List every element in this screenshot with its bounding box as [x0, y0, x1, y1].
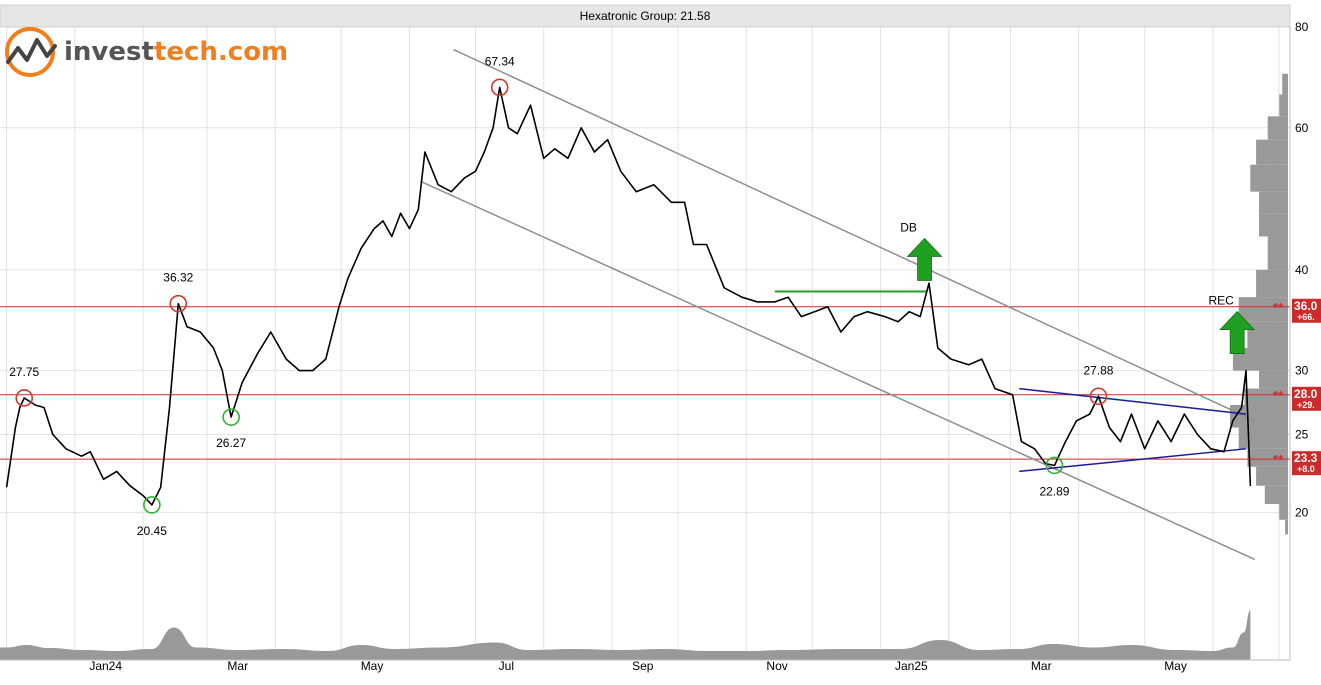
level-tag-value: 28.0: [1294, 387, 1318, 401]
volume-profile-bar: [1282, 73, 1288, 95]
volume-profile-bar: [1259, 213, 1288, 237]
level-marker: **: [1273, 452, 1284, 467]
x-tick-label: Jul: [499, 659, 514, 673]
high-marker: [15, 389, 34, 407]
trend-channel-lower: [420, 180, 1256, 561]
signal-label: REC: [1208, 294, 1234, 308]
volume-profile-bar: [1247, 321, 1288, 349]
volume-series-area: [0, 610, 1251, 660]
logo: investtech.com: [5, 27, 288, 77]
extremum-label: 20.45: [137, 524, 167, 538]
volume-profile-bar: [1232, 348, 1288, 371]
signal-up-arrow-icon: [1219, 310, 1256, 354]
volume-profile-bar: [1247, 448, 1288, 467]
extremum-label: 67.34: [485, 54, 515, 68]
high-marker: [1089, 387, 1108, 406]
volume-profile-bar: [1238, 427, 1288, 449]
volume-profile-bar: [1279, 504, 1288, 520]
level-tag-change: +29.: [1297, 400, 1315, 410]
signal-label: DB: [900, 221, 917, 235]
level-tag-value: 36.0: [1294, 299, 1318, 313]
chart-title: Hexatronic Group: 21.58: [580, 9, 711, 23]
level-tag: [1292, 451, 1321, 476]
low-marker: [1045, 456, 1064, 475]
volume-profile-bar: [1256, 139, 1288, 165]
level-tag-change: +8.0: [1297, 464, 1315, 474]
volume-profile-bar: [1250, 164, 1288, 192]
level-tag-change: +66.: [1297, 312, 1315, 322]
x-tick-label: Jan24: [89, 659, 122, 673]
extremum-label: 27.75: [9, 365, 39, 379]
volume-profile-bar: [1279, 94, 1288, 117]
extremum-label: 26.27: [216, 436, 246, 450]
level-marker: **: [1273, 388, 1284, 403]
volume-profile-bar: [1267, 236, 1288, 270]
level-tag-value: 23.3: [1294, 451, 1318, 465]
level-tag: [1292, 386, 1321, 411]
logo-text-suffix: tech.com: [154, 37, 288, 67]
gridlines: [0, 26, 1290, 660]
logo-mark-icon: [5, 27, 57, 77]
volume-profile-bar: [1285, 519, 1288, 535]
volume-area: [0, 610, 1251, 660]
x-tick-label: Mar: [1031, 659, 1052, 673]
y-tick-label: 40: [1295, 263, 1309, 277]
triangle-lower-line: [1019, 448, 1247, 473]
high-marker: [490, 78, 509, 97]
volume-profile-bar: [1256, 269, 1288, 298]
x-tick-label: Sep: [632, 659, 654, 673]
annotations: ** 36.0+66. ** 28.0+29. ** 23.3+8.0 27.75 20.45…: [9, 54, 1321, 538]
y-tick-label: 20: [1295, 506, 1309, 520]
volume-profile-bar: [1238, 297, 1288, 322]
volume-profile-bar: [1244, 388, 1288, 405]
volume-profile-bar: [1256, 466, 1288, 486]
volume-profile-bar: [1264, 485, 1288, 505]
x-tick-label: Jan25: [895, 659, 928, 673]
y-tick-label: 80: [1295, 20, 1309, 34]
y-tick-label: 25: [1295, 428, 1309, 442]
volume-profile-bar: [1230, 404, 1288, 428]
y-tick-label: 60: [1295, 121, 1309, 135]
extremum-label: 36.32: [163, 271, 193, 285]
volume-profile-bar: [1267, 116, 1288, 140]
x-tick-label: Mar: [227, 659, 248, 673]
title-bar-group: Hexatronic Group: 21.58: [0, 4, 1291, 28]
trend-channel-upper: [453, 48, 1256, 422]
triangle-upper-line: [1019, 387, 1247, 415]
axes: Jan24 Mar May Jul Sep Nov Jan25 Mar May 20 25 30 40 6…: [0, 20, 1309, 673]
y-tick-label: 30: [1295, 364, 1309, 378]
price-series: [5, 86, 1252, 506]
x-tick-label: May: [1164, 659, 1187, 673]
extremum-label: 27.88: [1083, 363, 1113, 377]
extremum-label: 22.89: [1039, 484, 1069, 498]
volume-profile-bar: [1259, 370, 1288, 389]
title-bar: [0, 4, 1291, 28]
volume-profile-bar: [1259, 191, 1288, 214]
logo-text-prefix: invest: [64, 37, 154, 67]
level-tag: [1292, 298, 1321, 323]
x-tick-label: Nov: [766, 659, 787, 673]
low-marker: [222, 408, 240, 426]
price-line: [5, 86, 1252, 506]
high-marker: [169, 294, 188, 313]
volume-profile: [1230, 73, 1288, 535]
level-marker: **: [1273, 300, 1284, 315]
low-marker: [143, 496, 161, 514]
signal-up-arrow-icon: [906, 237, 943, 281]
x-tick-label: May: [361, 659, 384, 673]
technical-lines: [0, 48, 1290, 561]
logo-text: investtech.com: [64, 37, 288, 67]
